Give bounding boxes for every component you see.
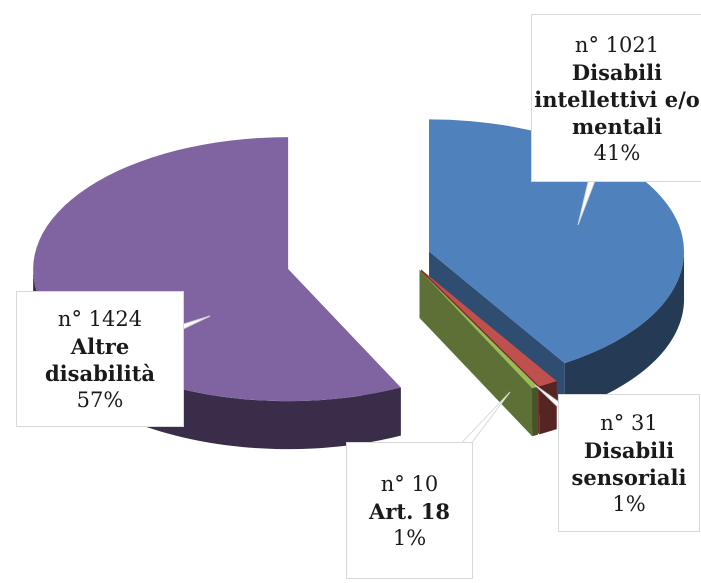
data-label-percent: 1% — [612, 492, 646, 516]
data-label-disabili-sensoriali: n° 31 Disabili sensoriali 1% — [558, 394, 700, 532]
data-label-count: n° 1424 — [57, 307, 143, 331]
pie-slice-cut-face — [419, 269, 533, 437]
data-label-disabili-intellettivi-e-o-mentali: n° 1021 Disabili intellettivi e/o mentali 41… — [531, 14, 701, 182]
data-label-count: n° 31 — [600, 411, 658, 435]
data-label-name: intellettivi e/o — [534, 86, 700, 112]
pie-slice-wall — [564, 251, 685, 412]
data-label-count: n° 1021 — [574, 32, 660, 57]
data-label-name: Altre — [70, 334, 130, 359]
pie-slice-top — [420, 269, 557, 387]
data-label-name: Disabili — [583, 438, 675, 463]
data-label-name: Disabili — [571, 59, 663, 85]
data-label-name: sensoriali — [571, 465, 687, 490]
data-label-altre-disabilita: n° 1424 Altre disabilità 57% — [16, 291, 184, 427]
data-label-name: Art. 18 — [369, 499, 450, 524]
data-label-name: mentali — [571, 113, 663, 139]
data-label-count: n° 10 — [380, 472, 439, 496]
pie-slice-top — [419, 269, 538, 389]
data-label-percent: 57% — [76, 388, 124, 412]
data-label-percent: 41% — [593, 140, 641, 165]
pie-slice-wall — [539, 381, 557, 435]
data-label-percent: 1% — [392, 526, 427, 550]
data-label-art-18: n° 10 Art. 18 1% — [346, 442, 473, 579]
data-label-name: disabilità — [44, 361, 155, 386]
pie-slice-wall — [532, 386, 538, 437]
